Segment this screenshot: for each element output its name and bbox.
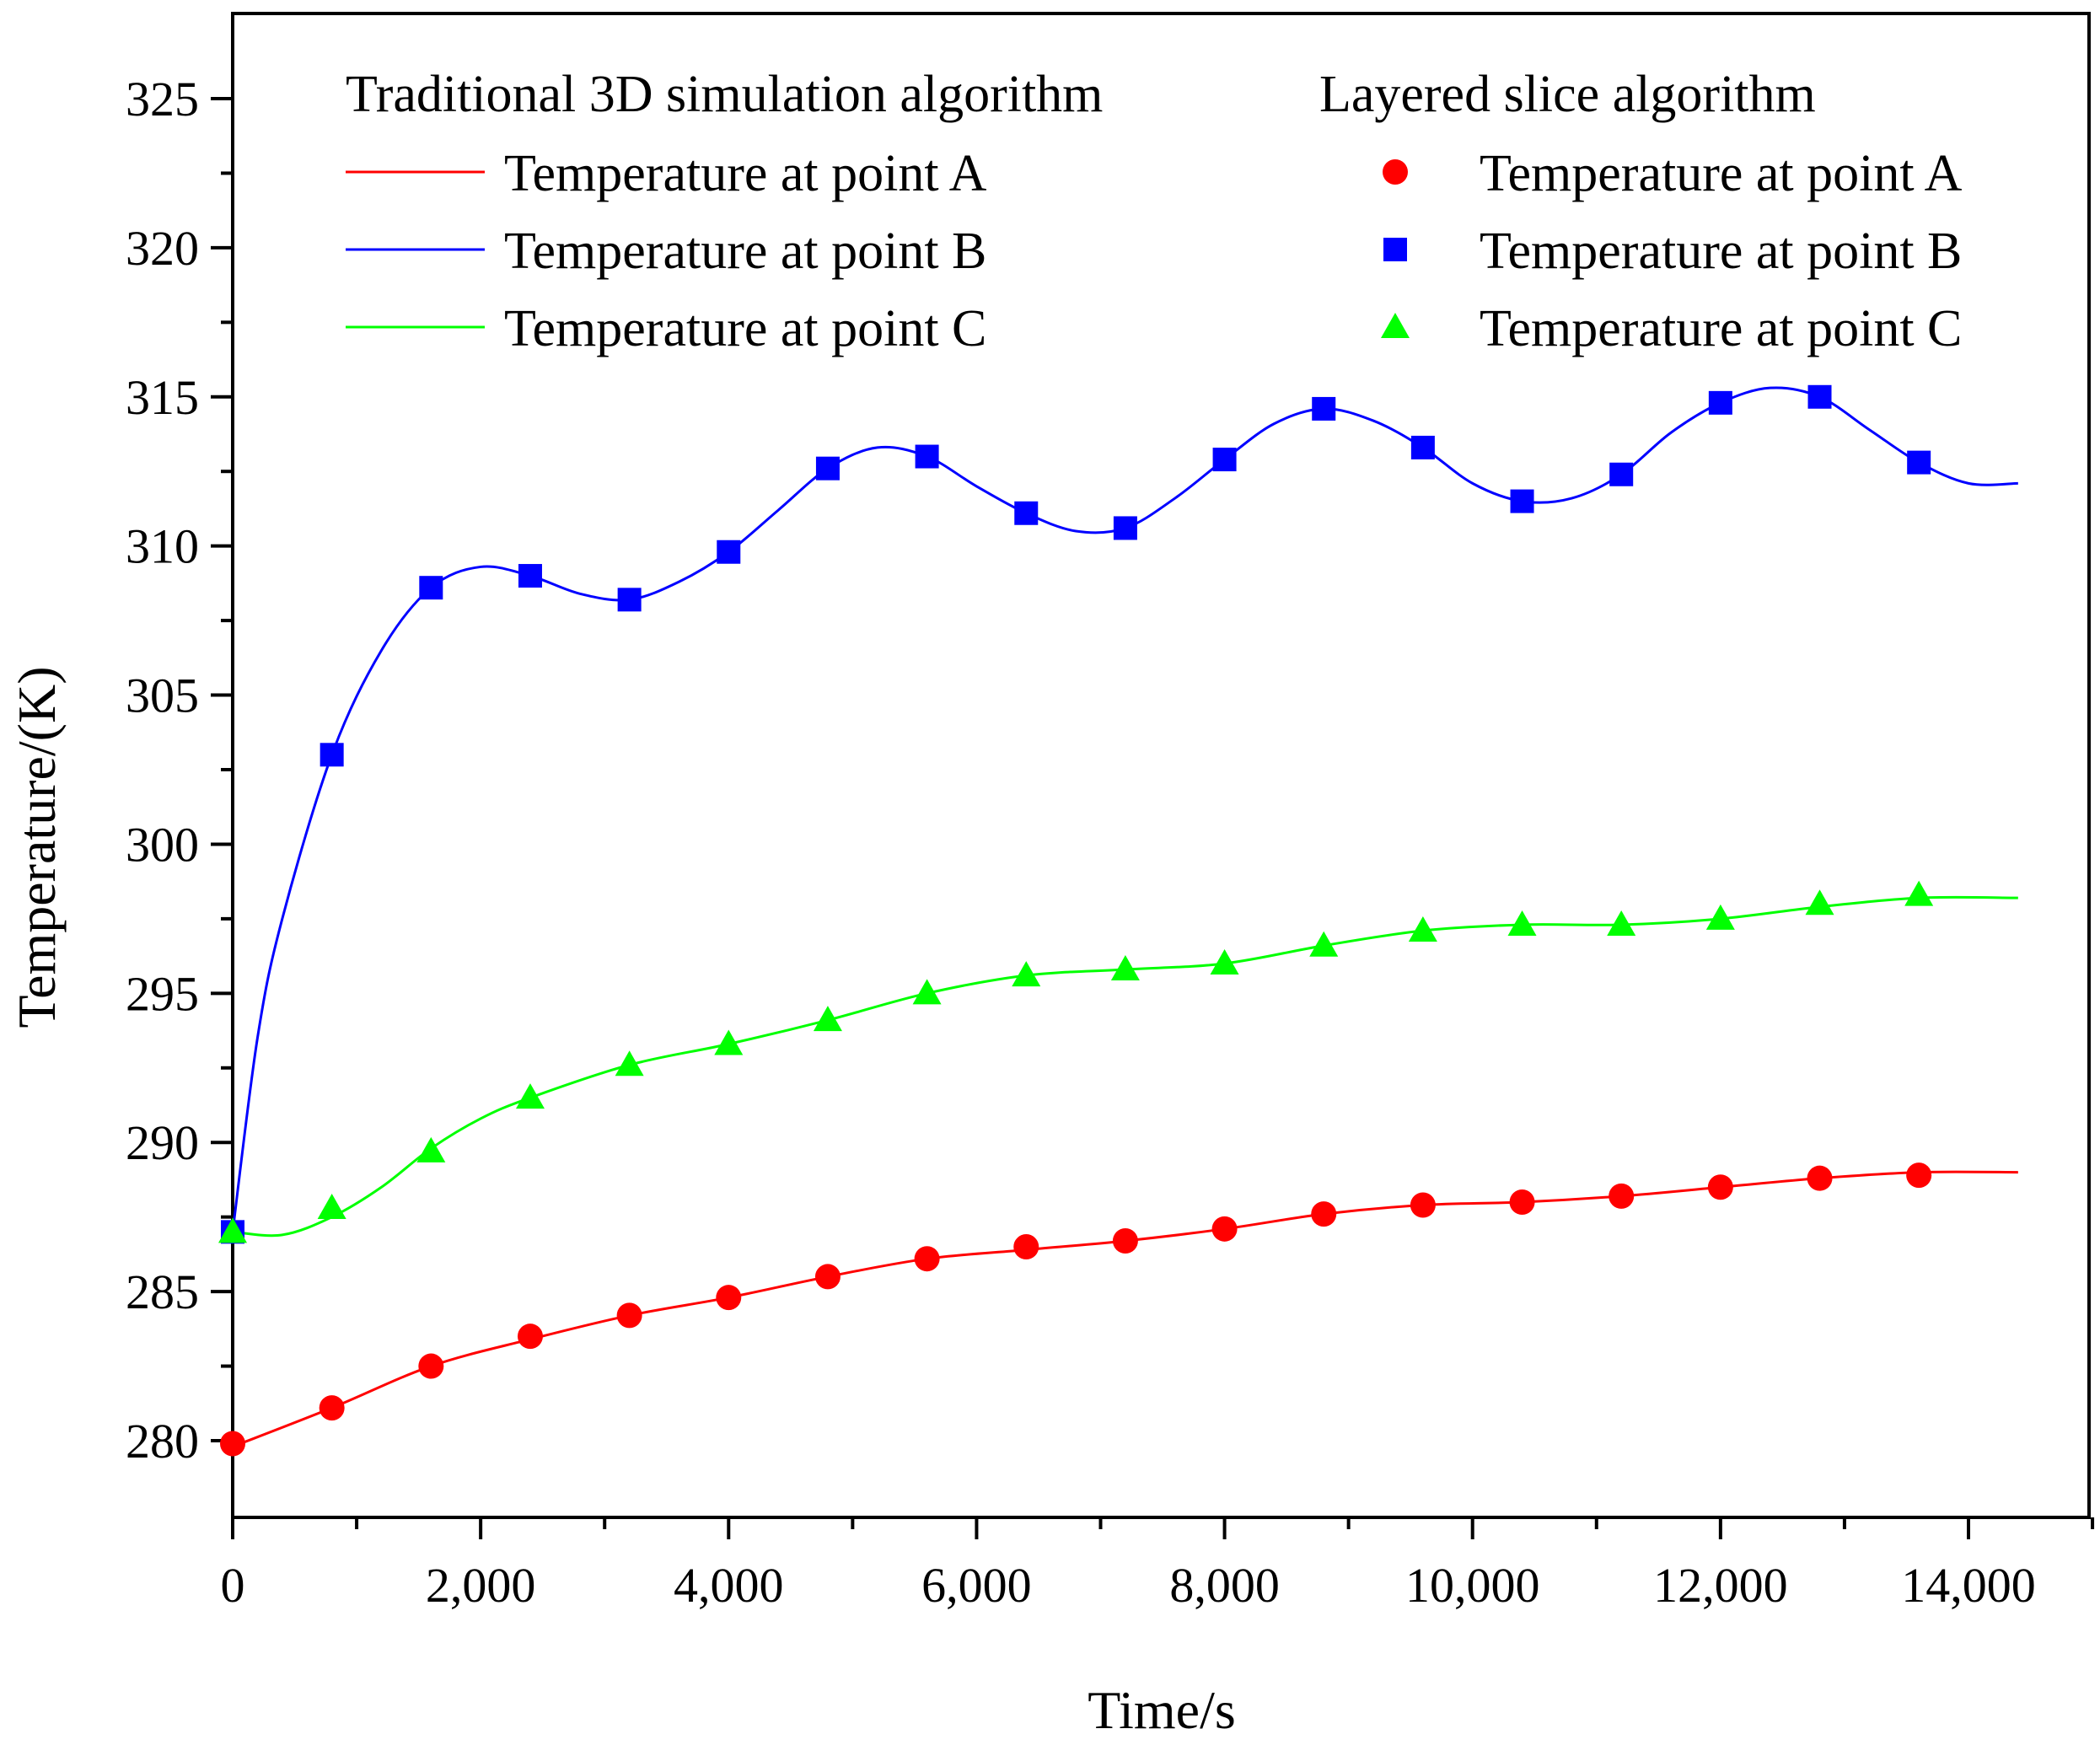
legend-line-label-c: Temperature at point C [504,300,986,357]
data-point-a [1211,1216,1238,1242]
x-axis-title: Time/s [1088,1680,1236,1740]
data-point-a [1707,1174,1733,1200]
x-tick-label: 4,000 [674,1558,784,1613]
plot-frame [231,12,2091,1519]
data-point-c [1805,889,1834,915]
y-tick-label: 315 [126,370,199,425]
y-tick-label: 310 [126,519,199,574]
data-point-b [1212,448,1237,472]
data-point-c [1309,931,1339,957]
data-point-a [716,1285,742,1311]
data-point-b [518,564,542,588]
data-point-a [1906,1162,1932,1189]
data-point-a [1311,1201,1337,1227]
x-tick-label: 10,000 [1405,1558,1540,1613]
y-tick-label: 320 [126,221,199,276]
data-point-c [1012,961,1041,987]
data-point-b [1312,396,1336,421]
y-tick-label: 280 [126,1414,199,1468]
legend-marker-label-a: Temperature at point A [1480,145,1963,202]
data-point-c [218,1217,247,1243]
data-point-c [1507,910,1537,936]
data-point-b [1907,450,1931,475]
data-point-b [815,456,840,481]
data-point-a [1410,1192,1436,1218]
data-point-a [1807,1165,1833,1191]
axes: 280 285 290 295 300 305 310 315 320 325 0 2,000 4,00… [126,12,2095,1613]
y-tick-label: 300 [126,817,199,872]
y-tick-label: 285 [126,1264,199,1319]
legend-marker-label-b: Temperature at point B [1480,223,1962,280]
data-point-c [1210,948,1239,975]
data-point-c [1904,880,1934,906]
y-tick-label: 305 [126,668,199,723]
legend-line-label-b: Temperature at point B [504,223,986,280]
data-point-a [319,1395,345,1421]
y-tick-label: 295 [126,966,199,1021]
data-point-b [1807,384,1832,409]
legend-marker-label-c: Temperature at point C [1480,300,1962,357]
data-point-c [416,1136,446,1162]
data-point-b [320,743,344,767]
x-tick-label: 8,000 [1169,1558,1280,1613]
data-point-b [1708,390,1732,415]
data-point-a [1609,1183,1635,1209]
legend-marker-swatch-c [1381,313,1410,338]
data-point-a [1509,1189,1535,1215]
data-point-b [1510,489,1534,513]
legend-marker-swatch-a [1383,159,1408,185]
y-axis-title: Temperature/(K) [7,666,67,1028]
data-point-c [615,1050,644,1077]
data-point-c [1607,910,1636,936]
legend: Traditional 3D simulation algorithm Laye… [346,66,1963,357]
data-point-b [1609,462,1634,486]
data-point-c [1408,916,1437,942]
y-tick-label: 325 [126,72,199,126]
data-point-a [616,1302,642,1329]
legend-marker-swatch-b [1383,238,1407,261]
y-tick-label: 290 [126,1115,199,1170]
data-point-c [1705,904,1735,930]
x-tick-label: 6,000 [921,1558,1032,1613]
data-point-b [1410,435,1435,459]
data-point-b [617,588,642,612]
legend-title-lines: Traditional 3D simulation algorithm [346,66,1103,123]
series-markers [218,384,1934,1457]
data-point-c [714,1029,744,1055]
data-point-a [914,1246,940,1272]
data-point-b [915,444,939,469]
x-tick-label: 14,000 [1901,1558,2036,1613]
series-lines [231,386,2018,1448]
data-point-b [1113,516,1137,540]
data-point-a [814,1264,841,1290]
data-point-b [419,576,443,600]
x-tick-label: 12,000 [1653,1558,1788,1613]
data-point-c [912,979,942,1005]
data-point-c [813,1006,842,1032]
legend-line-label-a: Temperature at point A [504,145,987,202]
data-point-a [418,1353,444,1379]
data-point-c [317,1194,346,1220]
data-point-c [1110,955,1140,981]
series-line-point-a [232,1170,2018,1448]
data-point-b [717,540,741,564]
data-point-b [1014,501,1039,525]
data-point-c [515,1083,545,1109]
data-point-a [220,1431,245,1457]
series-line-point-b [231,386,2018,1232]
x-tick-label: 2,000 [426,1558,536,1613]
x-tick-label: 0 [221,1558,245,1613]
data-point-a [1112,1227,1138,1254]
data-point-a [517,1324,543,1350]
data-point-a [1013,1234,1039,1260]
legend-title-markers: Layered slice algorithm [1319,66,1816,123]
